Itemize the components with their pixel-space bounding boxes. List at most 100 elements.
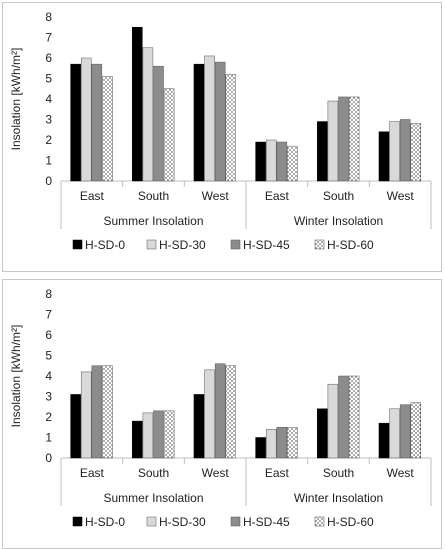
- legend-swatch-h-sd-30: [146, 239, 157, 250]
- bar-h-sd-45-1-1: [338, 375, 349, 459]
- bar-h-sd-30-1-2: [389, 121, 400, 182]
- bar-h-sd-30-0-0: [80, 57, 92, 182]
- x-category-label: West: [202, 466, 230, 480]
- bar-h-sd-45-0-2: [214, 61, 226, 182]
- x-category-label: East: [80, 189, 105, 203]
- bar-h-sd-30-1-0: [265, 429, 277, 459]
- x-category-label: South: [138, 189, 169, 203]
- legend-swatch-h-sd-60: [314, 516, 325, 527]
- x-category-label: South: [323, 466, 354, 480]
- x-category-label: East: [80, 466, 105, 480]
- y-tick-label: 6: [45, 328, 52, 342]
- y-tick-label: 2: [45, 133, 52, 147]
- y-tick-label: 4: [45, 369, 52, 383]
- x-category-label: West: [387, 189, 415, 203]
- legend-label-h-sd-30: H-SD-30: [159, 238, 206, 252]
- bar-h-sd-60-0-1: [163, 88, 175, 182]
- bar-h-sd-0-1-0: [255, 141, 266, 182]
- bar-h-sd-0-0-2: [193, 394, 205, 459]
- y-tick-label: 7: [45, 308, 52, 322]
- bar-h-sd-45-0-0: [91, 365, 103, 459]
- legend-swatch-h-sd-0: [72, 239, 83, 250]
- bar-h-sd-30-0-0: [80, 371, 92, 459]
- bar-h-sd-0-1-2: [378, 131, 390, 182]
- x-category-label: South: [138, 466, 169, 480]
- legend-label-h-sd-45: H-SD-45: [243, 238, 290, 252]
- legend-swatch-h-sd-45: [230, 516, 241, 527]
- bar-h-sd-0-0-2: [193, 63, 205, 182]
- x-group-label: Winter Insolation: [294, 214, 383, 228]
- y-tick-label: 7: [45, 31, 52, 45]
- x-category-label: West: [387, 466, 415, 480]
- bar-h-sd-0-0-1: [132, 27, 143, 182]
- legend-label-h-sd-0: H-SD-0: [85, 515, 125, 529]
- bar-h-sd-60-0-2: [225, 74, 237, 182]
- bar-h-sd-60-1-2: [410, 402, 422, 459]
- x-category-label: East: [265, 466, 290, 480]
- bar-h-sd-45-1-0: [276, 141, 288, 182]
- bar-h-sd-60-0-1: [163, 410, 175, 459]
- bar-h-sd-0-1-0: [255, 437, 266, 459]
- y-tick-label: 5: [45, 72, 52, 86]
- x-category-label: West: [202, 189, 230, 203]
- y-tick-label: 3: [45, 113, 52, 127]
- bar-h-sd-45-1-2: [399, 119, 411, 182]
- bar-h-sd-30-0-2: [204, 369, 215, 459]
- bar-h-sd-60-1-0: [287, 145, 298, 182]
- legend-label-h-sd-0: H-SD-0: [85, 238, 125, 252]
- bar-h-sd-0-0-0: [70, 63, 81, 182]
- bar-h-sd-0-1-1: [317, 121, 328, 182]
- bar-h-sd-30-1-0: [265, 139, 277, 182]
- legend-swatch-h-sd-60: [314, 239, 325, 250]
- x-category-label: East: [265, 189, 290, 203]
- bar-h-sd-0-1-1: [317, 408, 328, 459]
- chart-panel-bottom: Insolation [kWh/m²] 0 1 2 3 4 5 6 7 8 East South Wes…: [2, 279, 442, 549]
- x-group-label: Summer Insolation: [103, 491, 203, 505]
- bar-h-sd-60-0-0: [102, 365, 113, 459]
- chart-svg-top: Insolation [kWh/m²] 0 1 2 3 4 5 6 7 8 East South Wes…: [9, 10, 432, 252]
- y-tick-label: 8: [45, 287, 52, 301]
- bar-h-sd-0-1-2: [378, 422, 390, 459]
- bar-h-sd-60-1-2: [410, 123, 422, 182]
- legend-label-h-sd-30: H-SD-30: [159, 515, 206, 529]
- y-axis-label: Insolation [kWh/m²]: [9, 325, 23, 428]
- y-tick-label: 4: [45, 92, 52, 106]
- bar-h-sd-30-1-1: [327, 100, 339, 182]
- bar-h-sd-0-0-0: [70, 394, 81, 459]
- chart-svg-bottom: Insolation [kWh/m²] 0 1 2 3 4 5 6 7 8 East South Wes…: [9, 287, 432, 529]
- y-tick-label: 8: [45, 10, 52, 24]
- bar-h-sd-30-0-1: [142, 47, 154, 182]
- x-category-label: South: [323, 189, 354, 203]
- y-tick-label: 0: [45, 174, 52, 188]
- y-axis-label: Insolation [kWh/m²]: [9, 48, 23, 151]
- y-tick-label: 1: [45, 431, 52, 445]
- bar-h-sd-60-1-1: [348, 375, 360, 459]
- bar-h-sd-45-1-0: [276, 427, 288, 459]
- bar-h-sd-60-0-0: [102, 76, 113, 182]
- bar-h-sd-45-1-2: [399, 404, 411, 459]
- bar-h-sd-30-1-1: [327, 383, 339, 459]
- legend-label-h-sd-60: H-SD-60: [327, 515, 374, 529]
- bar-h-sd-45-0-1: [153, 410, 164, 459]
- legend-swatch-h-sd-45: [230, 239, 241, 250]
- x-group-label: Winter Insolation: [294, 491, 383, 505]
- bar-h-sd-0-0-1: [132, 420, 143, 459]
- y-tick-label: 1: [45, 154, 52, 168]
- bar-h-sd-30-1-2: [389, 408, 400, 459]
- legend-label-h-sd-60: H-SD-60: [327, 238, 374, 252]
- legend-swatch-h-sd-30: [146, 516, 157, 527]
- y-tick-label: 5: [45, 349, 52, 363]
- bar-h-sd-60-1-1: [348, 96, 360, 182]
- bar-h-sd-60-0-2: [225, 365, 237, 459]
- bar-h-sd-30-0-1: [142, 412, 154, 459]
- bar-h-sd-60-1-0: [287, 427, 298, 459]
- y-tick-label: 6: [45, 51, 52, 65]
- bar-h-sd-45-0-0: [91, 63, 103, 182]
- y-tick-label: 3: [45, 390, 52, 404]
- bar-h-sd-45-1-1: [338, 96, 349, 182]
- bar-h-sd-30-0-2: [204, 55, 215, 182]
- chart-panel-top: Insolation [kWh/m²] 0 1 2 3 4 5 6 7 8 East South Wes…: [2, 2, 442, 272]
- x-group-label: Summer Insolation: [103, 214, 203, 228]
- legend-label-h-sd-45: H-SD-45: [243, 515, 290, 529]
- legend-swatch-h-sd-0: [72, 516, 83, 527]
